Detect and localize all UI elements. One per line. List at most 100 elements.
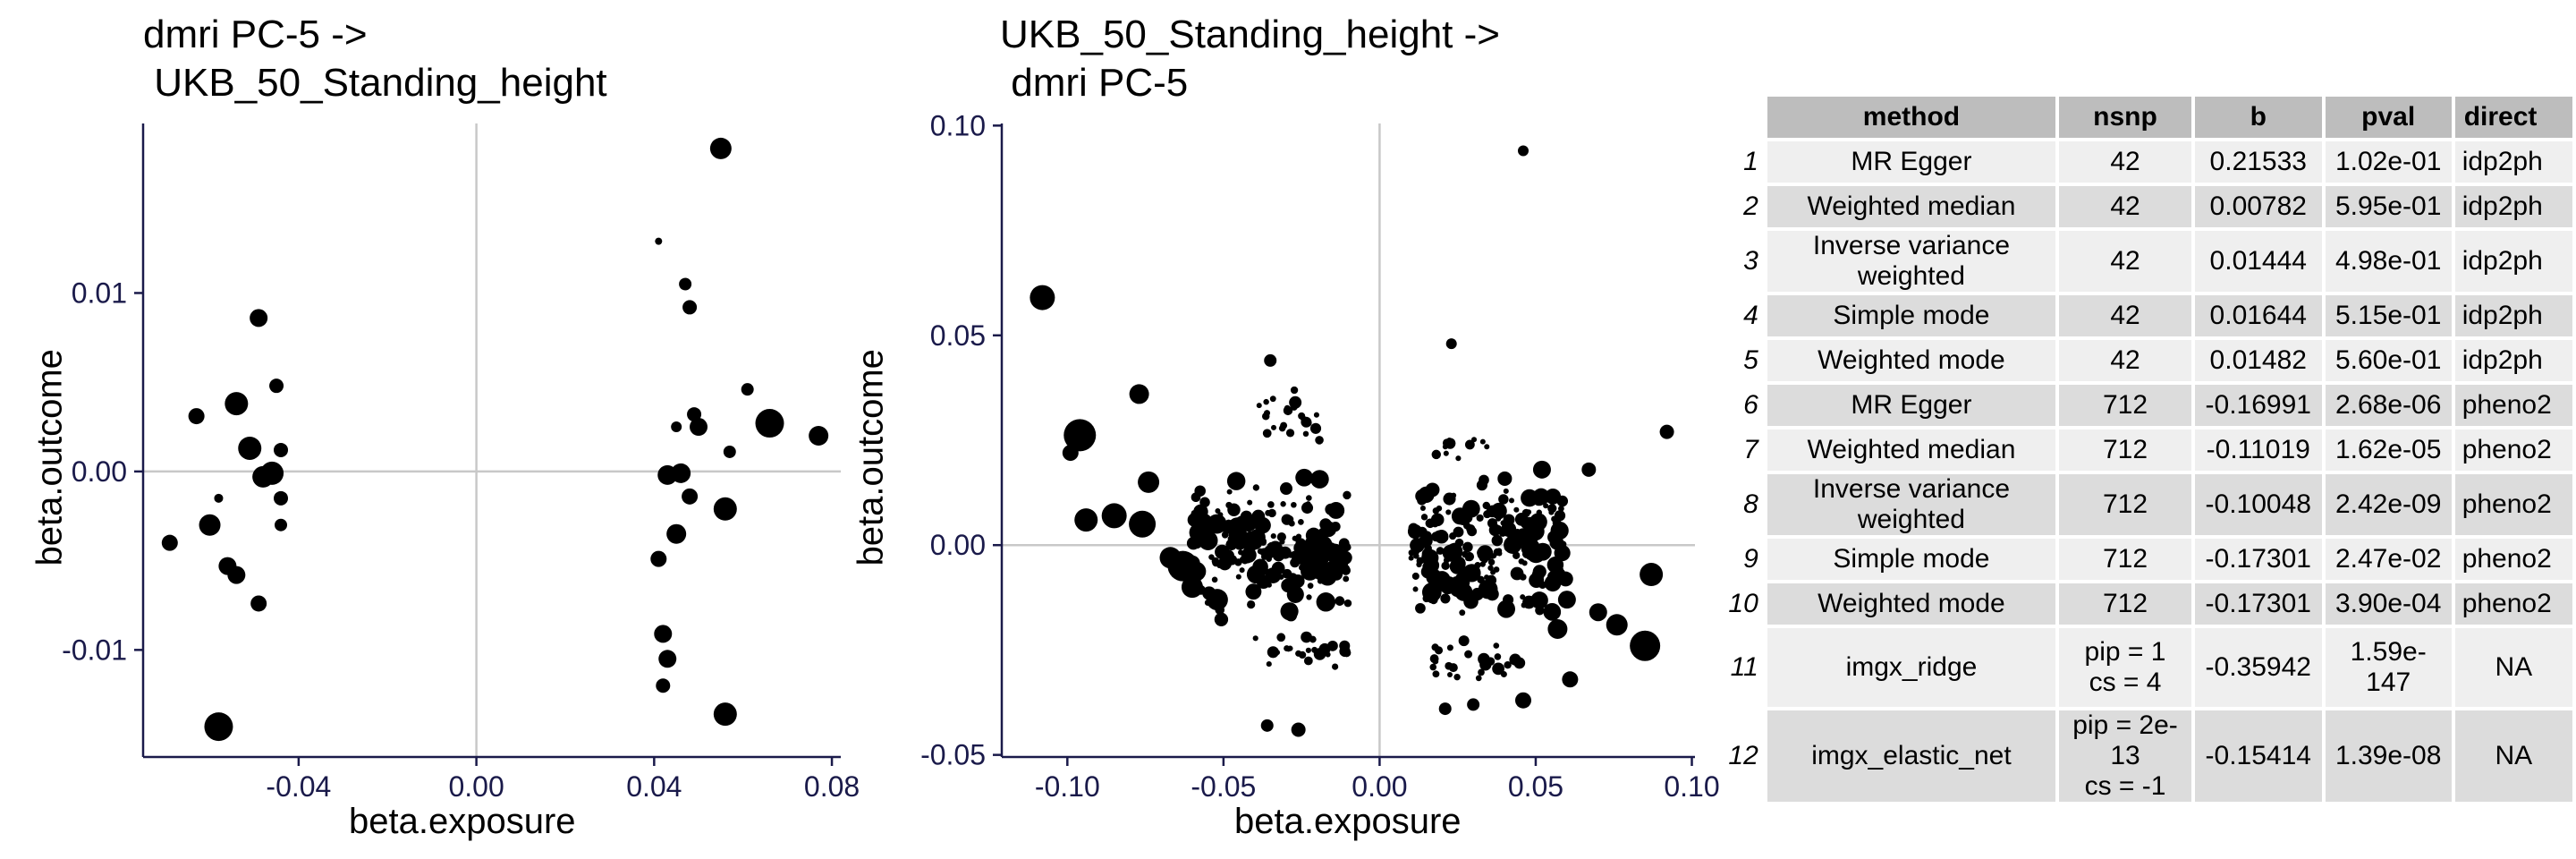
cell-method: MR Egger bbox=[1767, 141, 2056, 183]
data-point bbox=[1440, 593, 1451, 604]
data-point bbox=[1562, 671, 1579, 688]
cell-nsnp: 712 bbox=[2059, 583, 2191, 625]
data-point bbox=[713, 497, 737, 521]
cell-method: imgx_ridge bbox=[1767, 628, 2056, 707]
cell-direction: NA bbox=[2454, 628, 2572, 707]
data-point bbox=[161, 534, 178, 551]
data-point bbox=[1486, 657, 1496, 666]
data-point bbox=[1211, 576, 1218, 583]
cell-b: -0.11019 bbox=[2194, 430, 2322, 471]
data-point bbox=[1295, 468, 1314, 487]
chart-2-plot: -0.10 -0.05 0.00 0.05 0.10 -0.05 0.00 0.05 0.10 bbox=[920, 109, 1720, 803]
data-point bbox=[1302, 430, 1309, 438]
cell-direction: idp2ph bbox=[2454, 186, 2572, 227]
scatter-panel-2: UKB_50_Standing_height -> dmri PC-5 beta… bbox=[852, 0, 1720, 859]
table-row: 7 Weighted median 712 -0.11019 1.62e-05 pheno… bbox=[1721, 430, 2572, 471]
cell-direction: pheno2 bbox=[2454, 430, 2572, 471]
data-point bbox=[1545, 488, 1562, 505]
data-point bbox=[1280, 482, 1292, 496]
data-point bbox=[1606, 614, 1628, 636]
cell-b: 0.00782 bbox=[2194, 186, 2322, 227]
data-point bbox=[1659, 424, 1674, 439]
row-index: 5 bbox=[1743, 345, 1758, 375]
table-row: 10 Weighted mode 712 -0.17301 3.90e-04 pheno2 bbox=[1721, 583, 2572, 625]
cell-nsnp: 712 bbox=[2059, 430, 2191, 471]
data-point bbox=[1301, 502, 1314, 515]
table-row: 6 MR Egger 712 -0.16991 2.68e-06 pheno2 bbox=[1721, 385, 2572, 426]
data-point bbox=[1543, 503, 1549, 509]
cell-method: Simple mode bbox=[1767, 295, 2056, 336]
row-index: 1 bbox=[1743, 147, 1758, 176]
table-row: 12 imgx_elastic_net pip = 2e-13 cs = -1 -0.1… bbox=[1721, 710, 2572, 802]
table-row: 5 Weighted mode 42 0.01482 5.60e-01 idp2ph bbox=[1721, 340, 2572, 381]
data-point bbox=[1342, 564, 1350, 573]
data-point bbox=[1503, 524, 1509, 532]
data-point bbox=[1640, 563, 1664, 587]
y-tick-label: 0.00 bbox=[72, 455, 127, 488]
data-point bbox=[1305, 647, 1312, 653]
data-point bbox=[709, 137, 732, 159]
cell-nsnp: 712 bbox=[2059, 385, 2191, 426]
data-point bbox=[250, 595, 267, 612]
data-point bbox=[1271, 424, 1277, 430]
data-point bbox=[199, 514, 221, 536]
data-point bbox=[1475, 675, 1482, 682]
data-point bbox=[1318, 578, 1325, 584]
data-point bbox=[1264, 353, 1277, 367]
cell-method: Inverse variance weighted bbox=[1767, 474, 2056, 535]
data-point bbox=[1241, 557, 1249, 565]
row-index: 10 bbox=[1728, 589, 1758, 618]
data-point bbox=[1462, 564, 1481, 583]
data-point bbox=[1289, 395, 1302, 409]
data-point bbox=[656, 678, 671, 693]
data-point bbox=[1295, 650, 1302, 657]
data-point bbox=[1547, 571, 1558, 582]
data-point bbox=[250, 309, 268, 327]
chart-1-plot: -0.04 0.00 0.04 0.08 -0.01 0.00 0.01 bbox=[62, 123, 860, 803]
cell-direction: idp2ph bbox=[2454, 295, 2572, 336]
data-point bbox=[1343, 490, 1352, 500]
data-point bbox=[1508, 498, 1515, 504]
cell-method: imgx_elastic_net bbox=[1767, 710, 2056, 802]
data-point bbox=[1263, 398, 1269, 405]
data-point bbox=[1252, 635, 1258, 642]
data-point bbox=[1301, 631, 1312, 643]
data-point bbox=[1496, 548, 1503, 554]
data-point bbox=[1335, 596, 1345, 606]
data-point bbox=[1459, 609, 1466, 617]
data-point bbox=[1284, 608, 1298, 622]
data-point bbox=[1330, 568, 1343, 581]
row-index: 7 bbox=[1743, 435, 1758, 464]
data-point bbox=[671, 421, 682, 433]
cell-method: Inverse variance weighted bbox=[1767, 231, 2056, 292]
data-point bbox=[1554, 510, 1566, 522]
data-point bbox=[1206, 532, 1213, 539]
data-point bbox=[1343, 575, 1350, 583]
data-point bbox=[1408, 549, 1415, 557]
data-point bbox=[1416, 561, 1422, 568]
data-point bbox=[1410, 538, 1425, 553]
data-point bbox=[1420, 514, 1428, 521]
data-point bbox=[1513, 657, 1526, 669]
data-point bbox=[1309, 422, 1322, 434]
scatter-panel-1: dmri PC-5 -> UKB_50_Standing_height beta… bbox=[0, 0, 860, 859]
cell-nsnp: pip = 2e-13 cs = -1 bbox=[2059, 710, 2191, 802]
cell-b: -0.10048 bbox=[2194, 474, 2322, 535]
data-point bbox=[1343, 599, 1352, 608]
data-point bbox=[1589, 603, 1607, 622]
data-point bbox=[1101, 503, 1127, 529]
data-point bbox=[1523, 516, 1537, 530]
data-point bbox=[1457, 570, 1464, 577]
data-point bbox=[1074, 508, 1098, 532]
data-point bbox=[1464, 650, 1473, 659]
data-point bbox=[1262, 429, 1272, 438]
data-point bbox=[1167, 550, 1199, 582]
data-point bbox=[1446, 438, 1453, 444]
data-point bbox=[227, 566, 246, 584]
data-point bbox=[1247, 499, 1253, 506]
cell-nsnp: pip = 1 cs = 4 bbox=[2059, 628, 2191, 707]
data-point bbox=[1325, 651, 1331, 658]
data-point bbox=[1292, 535, 1298, 541]
cell-b: 0.01482 bbox=[2194, 340, 2322, 381]
data-point bbox=[1281, 514, 1292, 525]
